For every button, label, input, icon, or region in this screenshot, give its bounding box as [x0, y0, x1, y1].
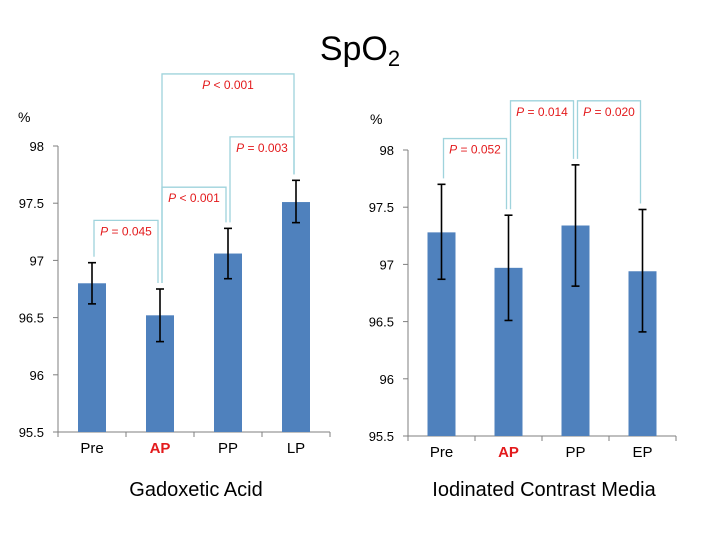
gadoxetic-p-value-label: P = 0.045: [100, 224, 152, 238]
iodinated-p-value-label: P = 0.014: [516, 105, 568, 119]
p-value-text: = 0.020: [591, 105, 635, 119]
p-value-text: = 0.003: [244, 141, 288, 155]
iodinated-y-tick-label: 96.5: [369, 315, 394, 330]
gadoxetic-y-tick-label: 97.5: [19, 196, 44, 211]
gadoxetic-p-value-label: P < 0.001: [202, 78, 254, 92]
p-symbol: P: [583, 105, 591, 119]
p-symbol: P: [236, 141, 244, 155]
gadoxetic-category-label-lp: LP: [287, 440, 305, 457]
gadoxetic-y-tick-label: 96.5: [19, 311, 44, 326]
iodinated-category-label-ep: EP: [632, 444, 652, 461]
gadoxetic-bar-lp: [282, 202, 310, 432]
iodinated-significance-bracket: [509, 100, 575, 210]
iodinated-category-label-pp: PP: [565, 444, 585, 461]
p-value-text: = 0.045: [108, 224, 152, 238]
p-value-text: = 0.014: [524, 105, 568, 119]
gadoxetic-significance-bracket: [93, 219, 159, 283]
iodinated-y-tick-label: 97: [380, 257, 394, 272]
iodinated-y-tick-label: 95.5: [369, 429, 394, 444]
p-symbol: P: [100, 224, 108, 238]
iodinated-category-label-pre: Pre: [430, 444, 453, 461]
p-symbol: P: [202, 78, 210, 92]
iodinated-x-axis-title: Iodinated Contrast Media: [432, 479, 656, 501]
p-symbol: P: [449, 143, 457, 157]
gadoxetic-y-tick-label: 98: [30, 139, 44, 154]
iodinated-y-tick-label: 98: [380, 143, 394, 158]
gadoxetic-p-value-label: P < 0.001: [168, 191, 220, 205]
gadoxetic-y-axis-label: %: [18, 109, 30, 125]
gadoxetic-category-label-pre: Pre: [80, 440, 103, 457]
title-subscript: 2: [387, 46, 401, 71]
gadoxetic-y-tick-label: 97: [30, 253, 44, 268]
gadoxetic-y-tick-label: 96: [30, 368, 44, 383]
iodinated-y-tick-label: 97.5: [369, 200, 394, 215]
iodinated-significance-bracket: [442, 137, 508, 210]
iodinated-category-label-ap: AP: [498, 444, 519, 461]
p-value-text: = 0.052: [457, 143, 501, 157]
iodinated-p-value-label: P = 0.052: [449, 143, 501, 157]
gadoxetic-bar-pre: [78, 283, 106, 432]
gadoxetic-category-label-ap: AP: [150, 440, 171, 457]
title-main: SpO: [319, 30, 388, 68]
p-symbol: P: [168, 191, 176, 205]
gadoxetic-significance-bracket: [161, 73, 295, 283]
gadoxetic-y-tick-label: 95.5: [19, 425, 44, 440]
iodinated-y-tick-label: 96: [380, 372, 394, 387]
p-symbol: P: [516, 105, 524, 119]
iodinated-significance-bracket: [576, 100, 642, 204]
gadoxetic-bar-pp: [214, 253, 242, 432]
iodinated-y-axis-label: %: [370, 111, 382, 127]
iodinated-p-value-label: P = 0.020: [583, 105, 635, 119]
gadoxetic-category-label-pp: PP: [218, 440, 238, 457]
page-title: SpO2: [0, 30, 720, 72]
p-value-text: < 0.001: [176, 191, 220, 205]
p-value-text: < 0.001: [210, 78, 254, 92]
gadoxetic-p-value-label: P = 0.003: [236, 141, 288, 155]
gadoxetic-x-axis-title: Gadoxetic Acid: [129, 479, 262, 501]
